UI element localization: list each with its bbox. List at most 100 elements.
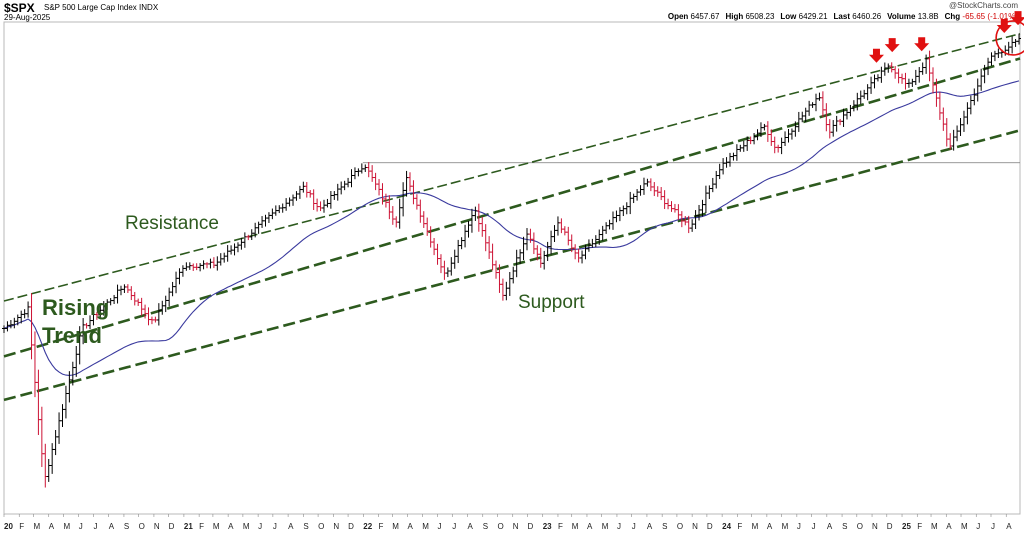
x-axis-label: M — [782, 522, 789, 531]
x-axis-label: J — [452, 522, 456, 531]
x-axis-label: A — [468, 522, 474, 531]
index-name: S&P 500 Large Cap Index — [44, 3, 137, 12]
x-axis-label: A — [827, 522, 833, 531]
x-axis-label: D — [348, 522, 354, 531]
x-axis-label: M — [213, 522, 220, 531]
plot-area — [3, 21, 1021, 515]
change-label: Chg — [944, 12, 961, 21]
moving-average — [3, 80, 1020, 376]
x-axis-label: J — [273, 522, 277, 531]
ohlc-bars — [2, 33, 1022, 488]
x-axis-label: J — [438, 522, 442, 531]
volume-value: 13.8B — [917, 12, 939, 21]
low-value: 6429.21 — [798, 12, 828, 21]
x-axis-label: S — [303, 522, 308, 531]
x-axis-label: M — [752, 522, 759, 531]
ohlc-readout: Open 6457.67 High 6508.23 Low 6429.21 Last … — [662, 12, 1018, 21]
x-axis-label: S — [483, 522, 488, 531]
x-axis-label: J — [79, 522, 83, 531]
x-axis-label: J — [976, 522, 980, 531]
x-axis-label: N — [692, 522, 698, 531]
x-axis-label: N — [333, 522, 339, 531]
x-axis-label: D — [707, 522, 713, 531]
x-axis-label: A — [946, 522, 952, 531]
x-axis-label: M — [602, 522, 609, 531]
moving-average-line — [3, 80, 1020, 376]
x-axis-label: F — [379, 522, 384, 531]
x-axis-label: A — [228, 522, 234, 531]
trend-label-line1: Rising — [42, 295, 109, 320]
x-axis-label: M — [931, 522, 938, 531]
x-axis-label: 23 — [543, 522, 552, 531]
x-axis-label: F — [19, 522, 24, 531]
x-axis-label: F — [199, 522, 204, 531]
ohlc-bar — [1017, 33, 1022, 45]
x-axis-label: O — [139, 522, 145, 531]
trend-label-line2: Trend — [42, 323, 102, 348]
volume-label: Volume — [887, 12, 916, 21]
high-label: High — [725, 12, 744, 21]
x-axis-label: 24 — [722, 522, 731, 531]
x-axis-label: A — [49, 522, 55, 531]
x-axis-label: O — [497, 522, 503, 531]
x-axis-label: A — [767, 522, 773, 531]
down-arrow-icon — [868, 48, 884, 63]
open-label: Open — [667, 12, 689, 21]
x-axis-label: D — [527, 522, 533, 531]
x-axis-label: S — [662, 522, 667, 531]
channel-line-upper-channel — [3, 32, 1021, 302]
channel-line-resistance — [3, 57, 1021, 358]
x-axis-label: A — [587, 522, 593, 531]
open-value: 6457.67 — [690, 12, 720, 21]
last-value: 6460.26 — [852, 12, 882, 21]
x-axis-label: D — [887, 522, 893, 531]
x-axis-label: 22 — [363, 522, 372, 531]
down-arrow-icon — [884, 38, 900, 53]
x-axis-label: J — [632, 522, 636, 531]
change-value: -65.65 (-1.01%) — [962, 12, 1018, 21]
x-axis-label: J — [797, 522, 801, 531]
x-axis-label: N — [154, 522, 160, 531]
x-axis-label: F — [558, 522, 563, 531]
highlight-circle — [995, 20, 1024, 56]
x-axis-label: A — [109, 522, 115, 531]
low-label: Low — [780, 12, 797, 21]
x-axis-label: A — [1006, 522, 1012, 531]
x-axis-label: S — [842, 522, 847, 531]
x-axis-label: 25 — [902, 522, 911, 531]
x-axis-label: 20 — [4, 522, 13, 531]
x-axis-label: J — [93, 522, 97, 531]
x-axis-label: S — [124, 522, 129, 531]
x-axis: 20 F M A M J J A S O N D 21 F M A M J J A S O N D 22 F M A M J J A S O N D 2… — [3, 514, 1012, 531]
x-axis-label: M — [33, 522, 40, 531]
chart-header: $SPX S&P 500 Large Cap Index INDX 29-Aug… — [0, 0, 1024, 22]
copyright-notice: @StockCharts.com — [948, 1, 1018, 10]
resistance-label: Resistance — [125, 213, 219, 234]
x-axis-label: M — [572, 522, 579, 531]
index-description: S&P 500 Large Cap Index INDX — [44, 3, 158, 12]
trend-channel — [3, 32, 1021, 402]
exchange-code: INDX — [139, 3, 159, 12]
channel-line-support — [3, 129, 1021, 402]
support-label: Support — [518, 292, 585, 313]
x-axis-label: J — [812, 522, 816, 531]
x-axis-label: J — [258, 522, 262, 531]
x-axis-label: 21 — [184, 522, 193, 531]
last-label: Last — [833, 12, 850, 21]
ticker-symbol: $SPX — [4, 1, 35, 15]
down-arrow-icon — [996, 18, 1012, 33]
annotation-labels: Resistance Support Rising Trend — [42, 213, 585, 348]
down-arrow-icon — [914, 37, 930, 52]
x-axis-label: N — [872, 522, 878, 531]
x-axis-label: M — [961, 522, 968, 531]
x-axis-label: F — [737, 522, 742, 531]
x-axis-label: M — [392, 522, 399, 531]
x-axis-label: M — [422, 522, 429, 531]
x-axis-label: O — [857, 522, 863, 531]
x-axis-label: O — [677, 522, 683, 531]
x-axis-label: N — [513, 522, 519, 531]
x-axis-label: O — [318, 522, 324, 531]
x-axis-label: A — [408, 522, 414, 531]
x-axis-label: A — [647, 522, 653, 531]
